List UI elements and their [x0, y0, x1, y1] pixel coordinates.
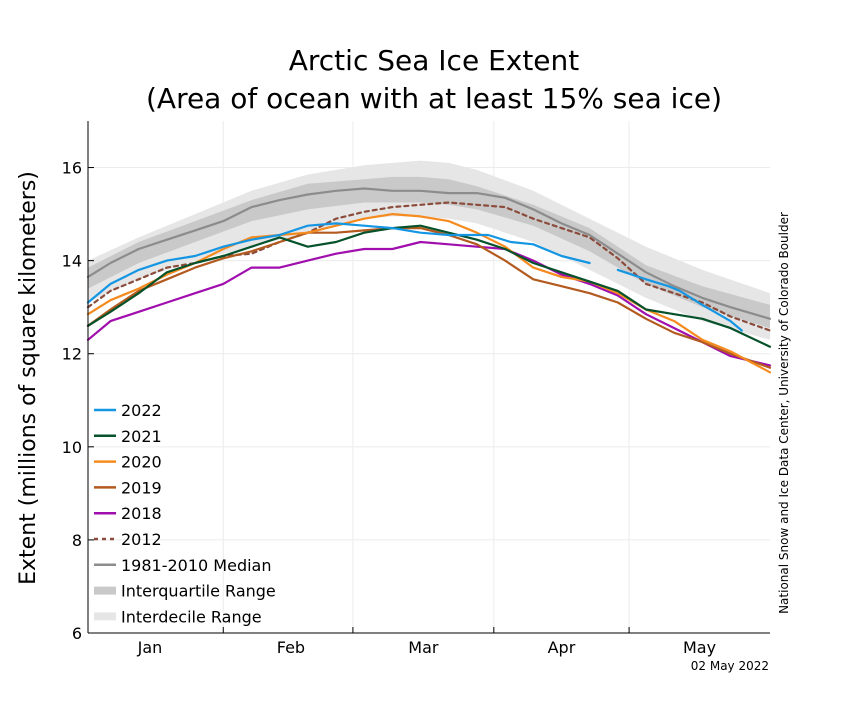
legend-label: 2021 [121, 427, 162, 446]
legend-label: 1981-2010 Median [121, 556, 272, 575]
y-tick-label: 8 [72, 531, 82, 550]
legend-item: Interdecile Range [94, 607, 262, 626]
legend-item: 2021 [94, 427, 162, 446]
month-label-jan: Jan [137, 638, 163, 657]
y-tick-label: 6 [72, 624, 82, 643]
legend-item: 2022 [94, 401, 162, 420]
legend-item: 2012 [94, 530, 162, 549]
y-tick-label: 10 [62, 438, 82, 457]
y-tick-label: 14 [62, 252, 82, 271]
series-line-2022 [86, 222, 743, 332]
legend-item: Interquartile Range [94, 582, 276, 601]
chart-title: Arctic Sea Ice Extent [289, 44, 580, 77]
month-label-mar: Mar [408, 638, 439, 657]
series-line-2012 [86, 201, 772, 332]
legend-item: 1981-2010 Median [94, 556, 272, 575]
axes [87, 121, 770, 634]
legend-label: 2020 [121, 453, 162, 472]
series-line-1981-2010-median [86, 187, 772, 320]
legend-item: 2019 [94, 478, 162, 497]
series-lines [86, 187, 772, 374]
month-label-may: May [683, 638, 716, 657]
band-interquartile-range [88, 176, 770, 329]
series-line-2021 [86, 224, 772, 348]
chart-subtitle: (Area of ocean with at least 15% sea ice… [146, 82, 722, 115]
legend: 2022 2021 2020 2019 2018 2012 1981-2010 Median… [94, 401, 276, 626]
legend-item: 2018 [94, 504, 162, 523]
date-stamp: 02 May 2022 [691, 659, 769, 673]
series-line-2018 [86, 240, 772, 367]
month-labels: Jan Feb Mar Apr May [137, 638, 716, 657]
legend-label: Interquartile Range [121, 582, 276, 601]
series-line-2019 [86, 227, 772, 369]
legend-label: 2018 [121, 504, 162, 523]
legend-label: Interdecile Range [121, 607, 262, 626]
legend-item: 2020 [94, 453, 162, 472]
y-tick-label: 16 [62, 159, 82, 178]
y-tick-label: 12 [62, 345, 82, 364]
legend-label: 2019 [121, 478, 162, 497]
plot-area [86, 121, 772, 634]
y-axis-label: Extent (millions of square kilometers) [16, 171, 41, 585]
month-label-feb: Feb [277, 638, 305, 657]
credit-text: National Snow and Ice Data Center, Unive… [777, 212, 791, 614]
legend-label: 2012 [121, 530, 162, 549]
y-tick-labels: 6 8 10 12 14 16 [62, 159, 82, 643]
legend-label: 2022 [121, 401, 162, 420]
month-label-apr: Apr [548, 638, 576, 657]
